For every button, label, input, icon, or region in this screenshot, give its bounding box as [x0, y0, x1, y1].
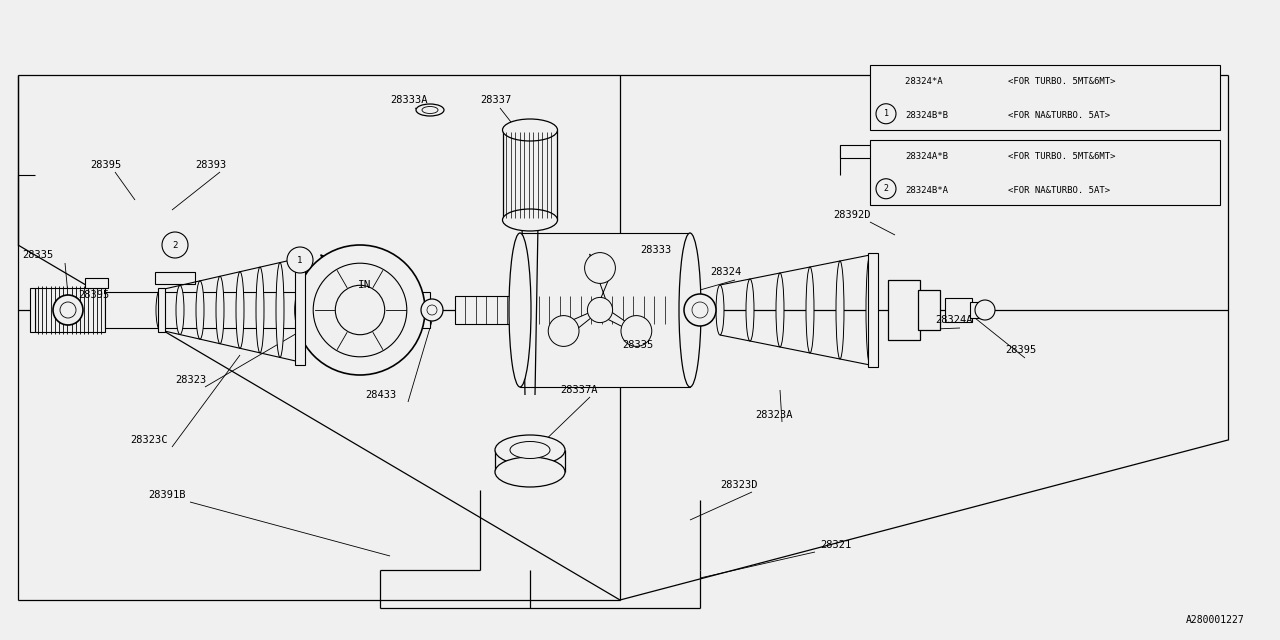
Text: IN: IN — [358, 280, 371, 290]
Circle shape — [421, 299, 443, 321]
Ellipse shape — [216, 276, 224, 344]
Ellipse shape — [806, 267, 814, 353]
Circle shape — [588, 298, 613, 323]
Text: 28333: 28333 — [640, 245, 671, 255]
Ellipse shape — [495, 457, 564, 487]
Polygon shape — [556, 307, 603, 338]
Text: 28335: 28335 — [22, 250, 54, 260]
Circle shape — [621, 316, 652, 346]
Ellipse shape — [495, 435, 564, 465]
Polygon shape — [520, 233, 690, 387]
Text: 28324B*B: 28324B*B — [905, 111, 948, 120]
Ellipse shape — [276, 262, 284, 357]
Text: 28324A: 28324A — [934, 315, 973, 325]
Polygon shape — [596, 307, 645, 338]
Text: <FOR TURBO. 5MT&6MT>: <FOR TURBO. 5MT&6MT> — [1009, 77, 1115, 86]
Circle shape — [163, 232, 188, 258]
Ellipse shape — [776, 273, 785, 347]
Text: 28321: 28321 — [820, 540, 851, 550]
Text: 28323C: 28323C — [131, 435, 168, 445]
Text: 1: 1 — [297, 255, 302, 264]
Polygon shape — [945, 298, 972, 322]
Ellipse shape — [156, 290, 164, 330]
Text: 28395: 28395 — [78, 290, 109, 300]
Circle shape — [692, 302, 708, 318]
Circle shape — [335, 285, 385, 335]
Text: 28335: 28335 — [622, 340, 653, 350]
Polygon shape — [870, 140, 1220, 205]
Text: A280001227: A280001227 — [1187, 615, 1245, 625]
Text: 28323: 28323 — [175, 375, 206, 385]
Text: <FOR TURBO. 5MT&6MT>: <FOR TURBO. 5MT&6MT> — [1009, 152, 1115, 161]
Ellipse shape — [296, 258, 305, 362]
Text: 28395: 28395 — [1005, 345, 1037, 355]
Ellipse shape — [867, 255, 874, 365]
Text: 28324A*B: 28324A*B — [905, 152, 948, 161]
Circle shape — [287, 247, 314, 273]
Polygon shape — [105, 292, 430, 328]
Text: 28323D: 28323D — [721, 480, 758, 490]
Circle shape — [684, 294, 716, 326]
Polygon shape — [294, 255, 305, 365]
Text: 28391B: 28391B — [148, 490, 186, 500]
Text: 28337: 28337 — [480, 95, 511, 105]
Polygon shape — [888, 280, 920, 340]
Text: 28324: 28324 — [710, 267, 741, 277]
Text: 28333A: 28333A — [390, 95, 428, 105]
Polygon shape — [157, 288, 165, 332]
Polygon shape — [454, 296, 680, 324]
Polygon shape — [918, 290, 940, 330]
Ellipse shape — [416, 104, 444, 116]
Ellipse shape — [236, 272, 244, 348]
Ellipse shape — [422, 106, 438, 113]
Text: 28323A: 28323A — [755, 410, 792, 420]
Circle shape — [314, 263, 407, 357]
Polygon shape — [870, 65, 1220, 130]
Text: 1: 1 — [883, 109, 888, 118]
Ellipse shape — [746, 279, 754, 341]
Text: 28337A: 28337A — [561, 385, 598, 395]
Circle shape — [52, 295, 83, 325]
Ellipse shape — [256, 267, 264, 353]
Circle shape — [548, 316, 579, 346]
Circle shape — [975, 300, 995, 320]
Polygon shape — [970, 302, 986, 318]
Text: 2: 2 — [883, 184, 888, 193]
Circle shape — [294, 245, 425, 375]
Text: <FOR NA&TURBO. 5AT>: <FOR NA&TURBO. 5AT> — [1009, 111, 1110, 120]
Text: 2: 2 — [173, 241, 178, 250]
Ellipse shape — [503, 209, 558, 231]
Ellipse shape — [177, 285, 184, 335]
Ellipse shape — [509, 233, 531, 387]
Ellipse shape — [678, 233, 701, 387]
Polygon shape — [29, 288, 35, 332]
Circle shape — [585, 253, 616, 284]
Polygon shape — [868, 253, 878, 367]
Ellipse shape — [716, 285, 724, 335]
Text: 28393: 28393 — [195, 160, 227, 170]
Polygon shape — [840, 145, 970, 158]
Ellipse shape — [509, 442, 550, 458]
Circle shape — [428, 305, 436, 315]
Text: 28433: 28433 — [365, 390, 397, 400]
Text: 28324*A: 28324*A — [905, 77, 948, 86]
Text: 28324B*A: 28324B*A — [905, 186, 948, 195]
Polygon shape — [590, 254, 611, 317]
Polygon shape — [35, 288, 105, 332]
Text: 28395: 28395 — [90, 160, 122, 170]
Circle shape — [876, 104, 896, 124]
Ellipse shape — [503, 119, 558, 141]
Ellipse shape — [836, 261, 844, 359]
Text: 28392D: 28392D — [833, 210, 870, 220]
Circle shape — [60, 302, 76, 318]
Ellipse shape — [196, 281, 204, 339]
Polygon shape — [84, 278, 108, 288]
Polygon shape — [155, 272, 195, 284]
Circle shape — [876, 179, 896, 199]
Text: <FOR NA&TURBO. 5AT>: <FOR NA&TURBO. 5AT> — [1009, 186, 1110, 195]
